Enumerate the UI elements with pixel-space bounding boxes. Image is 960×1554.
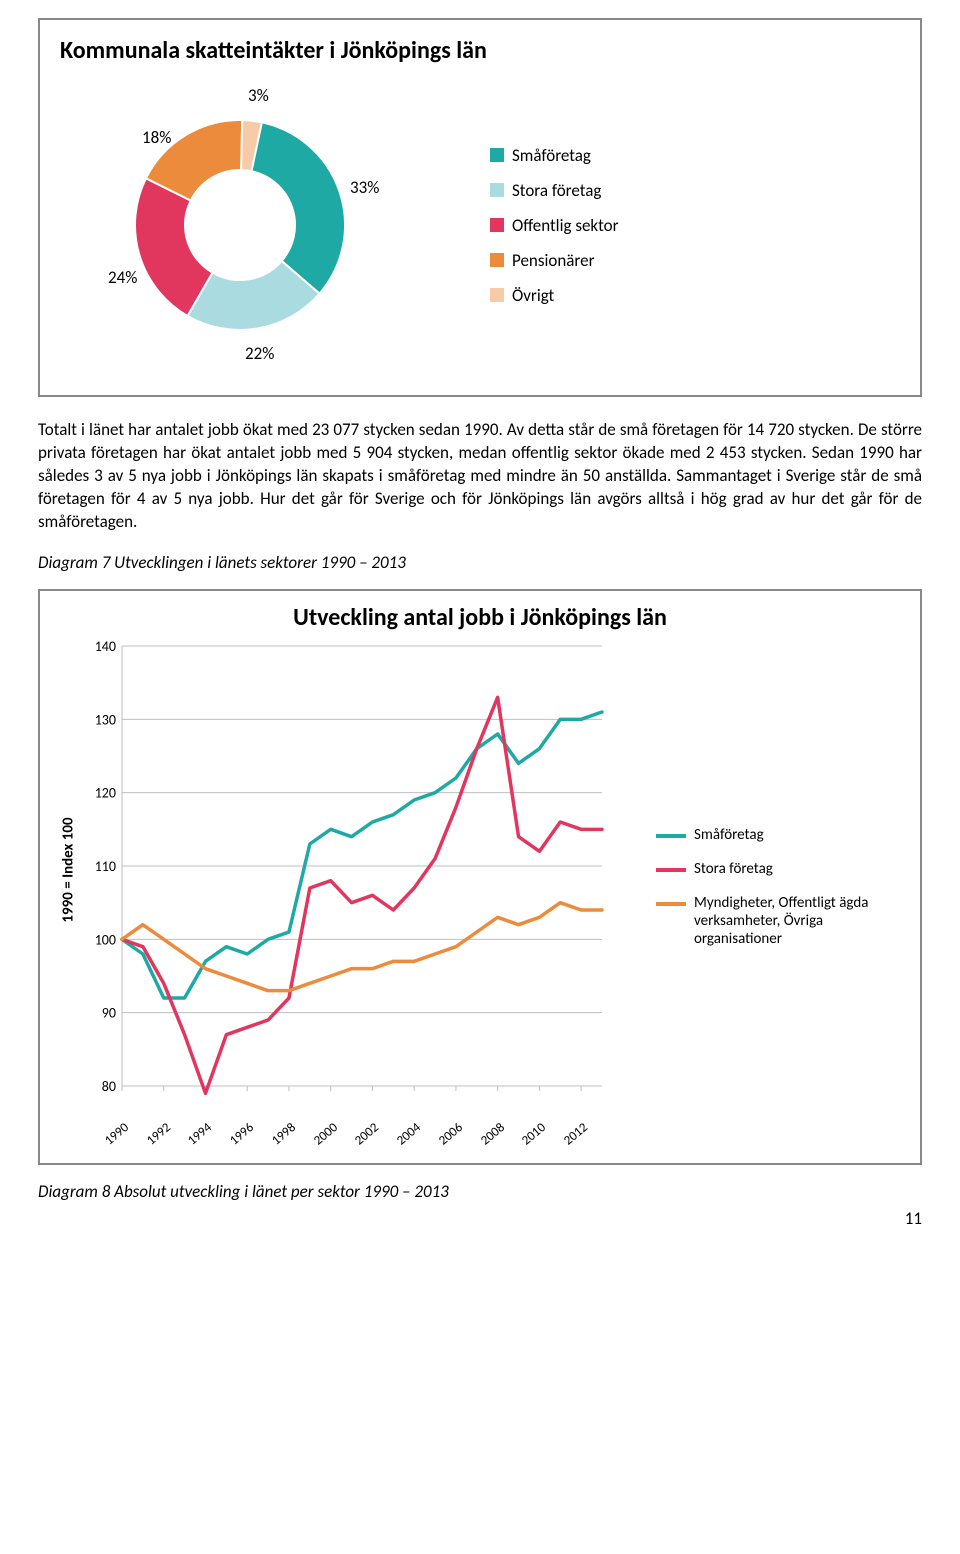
legend-label: Pensionärer <box>512 250 595 271</box>
donut-body: 33% 22% 24% 18% 3% Småföretag Stora före… <box>60 75 900 375</box>
legend-item: Offentlig sektor <box>490 215 619 236</box>
legend-label: Stora företag <box>694 860 773 878</box>
legend-item: Stora företag <box>656 860 902 878</box>
legend-line-icon <box>656 902 686 906</box>
legend-item: Småföretag <box>656 826 902 844</box>
legend-item: Övrigt <box>490 285 619 306</box>
legend-label: Myndigheter, Offentligt ägda verksamhete… <box>694 894 902 948</box>
figure-caption-8: Diagram 8 Absolut utveckling i länet per… <box>38 1181 922 1202</box>
legend-swatch-icon <box>490 288 504 302</box>
donut-slice-label: 3% <box>248 85 269 106</box>
svg-text:130: 130 <box>95 711 116 728</box>
x-tick-label: 2002 <box>352 1120 382 1148</box>
x-tick-label: 2006 <box>436 1120 466 1148</box>
svg-text:120: 120 <box>95 784 116 801</box>
legend-line-icon <box>656 834 686 838</box>
line-chart-panel: Utveckling antal jobb i Jönköpings län 1… <box>38 589 922 1165</box>
x-tick-label: 2008 <box>478 1120 508 1148</box>
donut-legend: Småföretag Stora företag Offentlig sekto… <box>490 131 619 320</box>
body-paragraph: Totalt i länet har antalet jobb ökat med… <box>38 419 922 534</box>
x-tick-label: 1992 <box>144 1120 174 1148</box>
svg-text:100: 100 <box>95 931 116 948</box>
donut-slice-label: 18% <box>142 127 171 148</box>
x-axis-labels: 1990199219941996199820002002200420062008… <box>118 1127 638 1155</box>
legend-item: Myndigheter, Offentligt ägda verksamhete… <box>656 894 902 948</box>
line-chart-svg: 80 90 100 110 120 130 140 <box>88 640 648 1120</box>
legend-line-icon <box>656 868 686 872</box>
x-tick-label: 2012 <box>561 1120 591 1148</box>
legend-item: Pensionärer <box>490 250 619 271</box>
legend-label: Övrigt <box>512 285 554 306</box>
donut-chart-panel: Kommunala skatteintäkter i Jönköpings lä… <box>38 18 922 397</box>
legend-swatch-icon <box>490 183 504 197</box>
plot-column: 8090100110120130140 19901992199419961998… <box>88 640 648 1155</box>
x-tick-label: 1994 <box>185 1120 215 1148</box>
x-tick-label: 1998 <box>269 1120 299 1148</box>
legend-swatch-icon <box>490 148 504 162</box>
x-tick-label: 2010 <box>519 1120 549 1148</box>
legend-label: Offentlig sektor <box>512 215 619 236</box>
svg-text:110: 110 <box>95 858 116 875</box>
legend-label: Småföretag <box>512 145 591 166</box>
y-axis-label-wrap: 1990 = Index 100 <box>58 640 80 1100</box>
donut-area: 33% 22% 24% 18% 3% <box>60 75 400 375</box>
svg-text:90: 90 <box>102 1004 116 1021</box>
legend-swatch-icon <box>490 253 504 267</box>
x-tick-label: 2000 <box>311 1120 341 1148</box>
donut-slice-label: 22% <box>245 343 274 364</box>
y-axis-label: 1990 = Index 100 <box>60 817 78 922</box>
legend-swatch-icon <box>490 218 504 232</box>
x-tick-label: 2004 <box>394 1120 424 1148</box>
legend-item: Stora företag <box>490 180 619 201</box>
donut-slice-label: 33% <box>350 177 379 198</box>
line-chart-legend: Småföretag Stora företag Myndigheter, Of… <box>656 640 902 964</box>
svg-text:80: 80 <box>102 1078 116 1095</box>
legend-item: Småföretag <box>490 145 619 166</box>
donut-slice-label: 24% <box>108 267 137 288</box>
svg-text:140: 140 <box>95 640 116 655</box>
x-tick-label: 1996 <box>227 1120 257 1148</box>
line-chart-title: Utveckling antal jobb i Jönköpings län <box>238 603 722 632</box>
page-number: 11 <box>38 1208 922 1229</box>
figure-caption-7: Diagram 7 Utvecklingen i länets sektorer… <box>38 552 922 573</box>
donut-svg <box>60 75 400 375</box>
x-tick-label: 1990 <box>102 1120 132 1148</box>
legend-label: Småföretag <box>694 826 764 844</box>
line-chart-body: 1990 = Index 100 80 90 100 110 120 130 140 199… <box>58 640 902 1155</box>
donut-title: Kommunala skatteintäkter i Jönköpings lä… <box>60 36 900 65</box>
legend-label: Stora företag <box>512 180 601 201</box>
